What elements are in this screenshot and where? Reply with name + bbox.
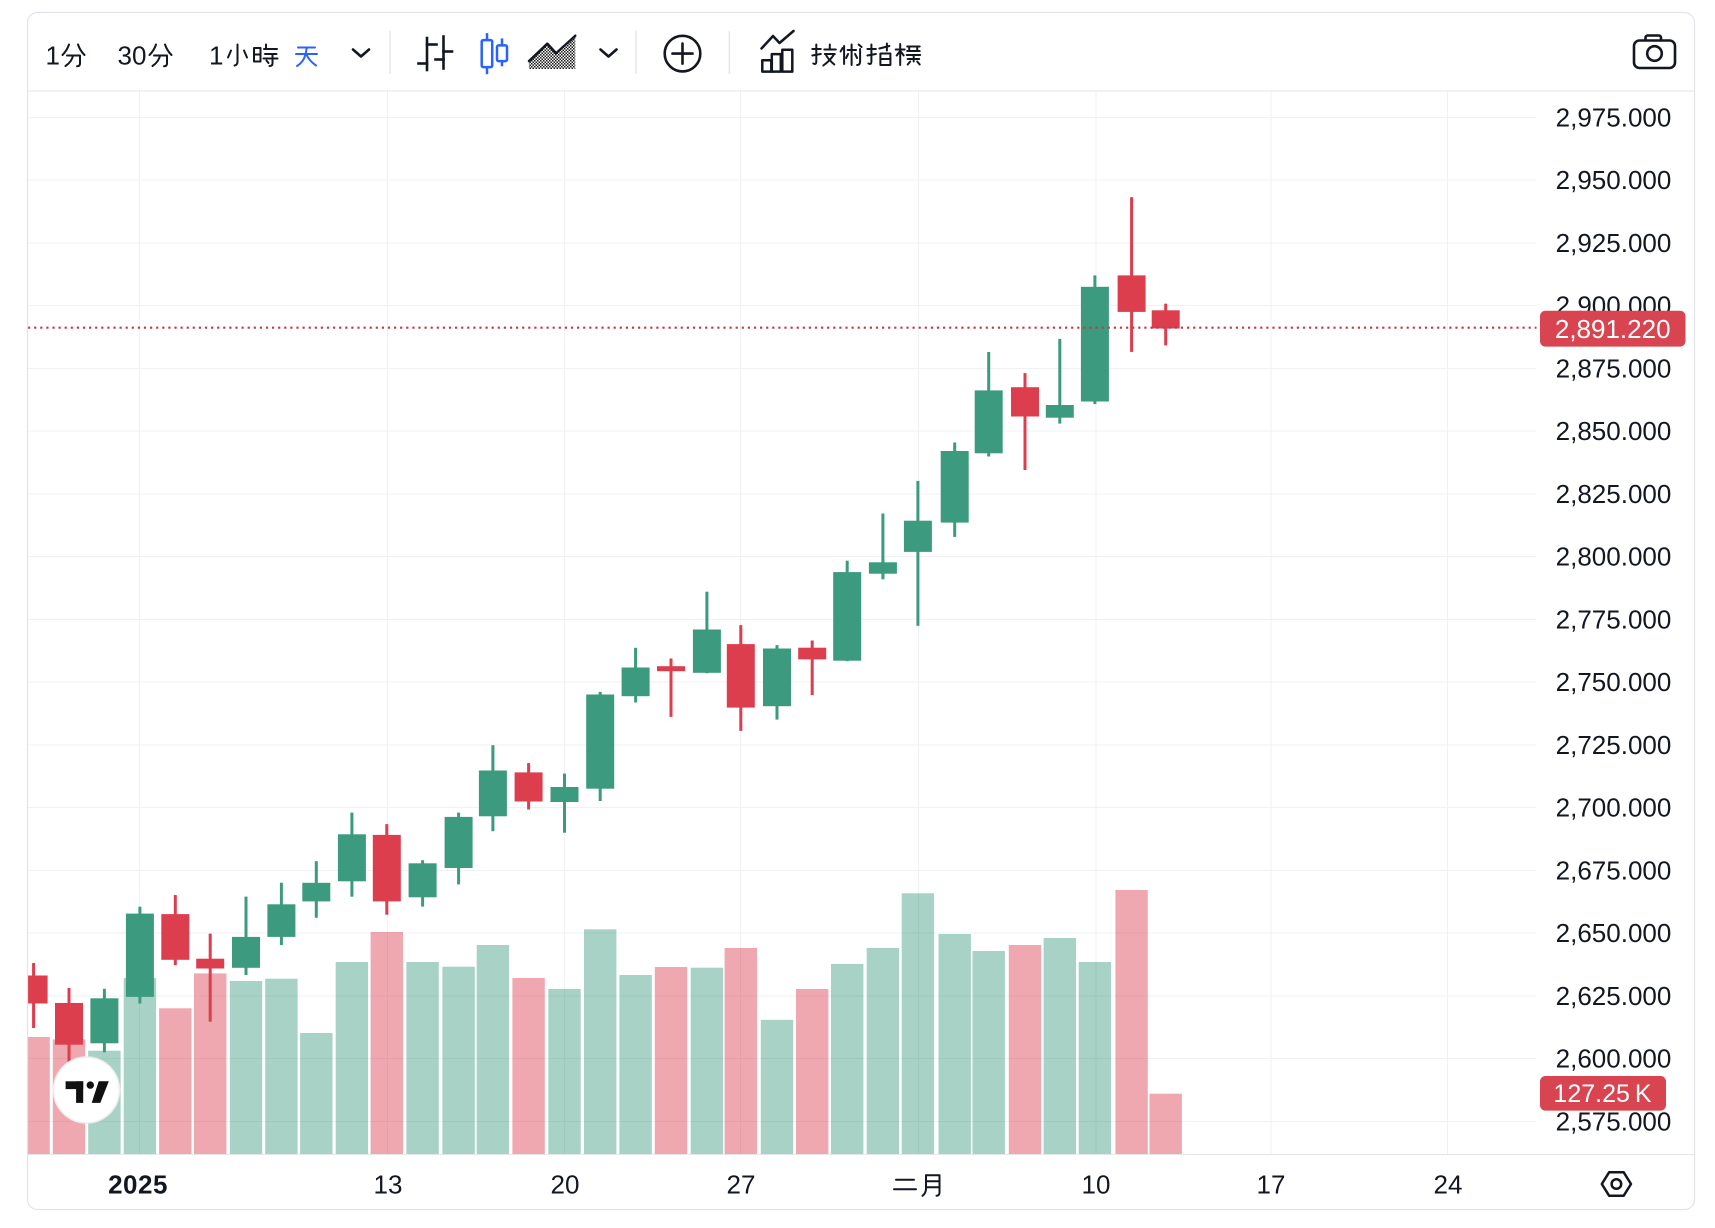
svg-text:2,725.000: 2,725.000 xyxy=(1556,730,1672,760)
svg-text:27: 27 xyxy=(727,1170,756,1200)
svg-text:2,625.000: 2,625.000 xyxy=(1556,981,1672,1011)
svg-text:2,975.000: 2,975.000 xyxy=(1556,102,1672,132)
svg-text:2,891.220: 2,891.220 xyxy=(1555,314,1671,344)
svg-text:2025: 2025 xyxy=(108,1170,168,1200)
svg-text:2,875.000: 2,875.000 xyxy=(1556,353,1672,383)
svg-text:2,600.000: 2,600.000 xyxy=(1556,1044,1672,1074)
svg-text:2,750.000: 2,750.000 xyxy=(1556,667,1672,697)
svg-text:2,850.000: 2,850.000 xyxy=(1556,416,1672,446)
svg-text:1: 1 xyxy=(46,41,60,71)
svg-text:2,775.000: 2,775.000 xyxy=(1556,604,1672,634)
svg-text:2,675.000: 2,675.000 xyxy=(1556,855,1672,885)
svg-text:2,700.000: 2,700.000 xyxy=(1556,793,1672,823)
svg-text:30: 30 xyxy=(118,41,147,71)
svg-text:127.25 K: 127.25 K xyxy=(1553,1080,1651,1108)
svg-text:2,950.000: 2,950.000 xyxy=(1556,165,1672,195)
svg-text:1: 1 xyxy=(209,41,223,71)
svg-text:2,825.000: 2,825.000 xyxy=(1556,479,1672,509)
svg-text:13: 13 xyxy=(374,1170,403,1200)
svg-text:10: 10 xyxy=(1082,1170,1111,1200)
svg-text:2,650.000: 2,650.000 xyxy=(1556,918,1672,948)
svg-text:2,800.000: 2,800.000 xyxy=(1556,542,1672,572)
svg-text:20: 20 xyxy=(551,1170,580,1200)
svg-text:24: 24 xyxy=(1434,1170,1463,1200)
svg-text:2,925.000: 2,925.000 xyxy=(1556,228,1672,258)
svg-text:17: 17 xyxy=(1257,1170,1286,1200)
svg-text:2,575.000: 2,575.000 xyxy=(1556,1106,1672,1136)
